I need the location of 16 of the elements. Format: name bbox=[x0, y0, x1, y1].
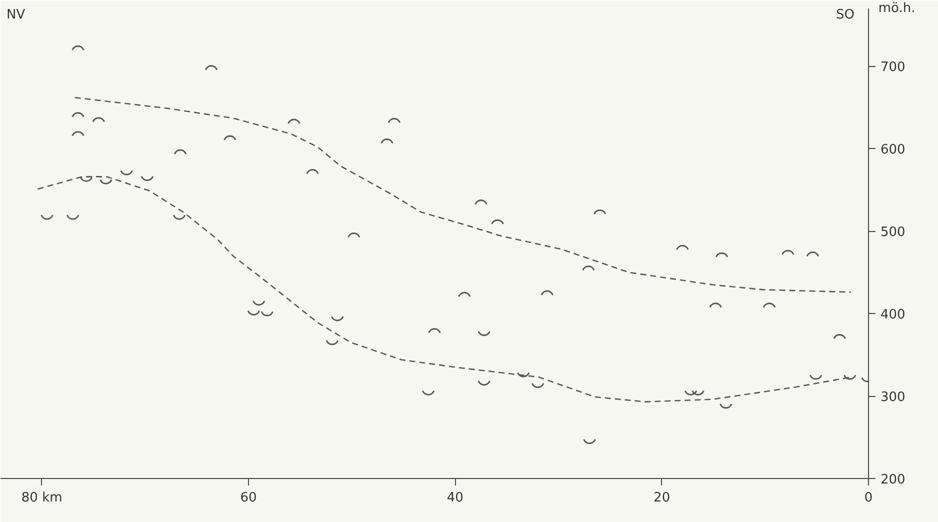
x-tick-label: 0 bbox=[864, 490, 873, 506]
y-axis-title: mö.h. bbox=[878, 1, 916, 16]
x-tick-label: 40 bbox=[446, 490, 464, 506]
line-series bbox=[74, 96, 852, 293]
x-tick-label: 80 km bbox=[21, 490, 62, 506]
y-tick-label: 300 bbox=[880, 390, 906, 406]
y-tick-label: 600 bbox=[880, 142, 906, 158]
y-tick-label: 200 bbox=[880, 472, 906, 488]
y-tick-label: 500 bbox=[880, 225, 906, 240]
x-tick-label: 60 bbox=[240, 490, 257, 506]
y-tick-label: 400 bbox=[880, 308, 906, 323]
y-tick-label: 700 bbox=[880, 60, 906, 76]
annotation: NV bbox=[6, 8, 26, 22]
x-tick-label: 20 bbox=[654, 490, 670, 506]
annotation: SO bbox=[836, 8, 854, 22]
line-series bbox=[37, 176, 852, 402]
